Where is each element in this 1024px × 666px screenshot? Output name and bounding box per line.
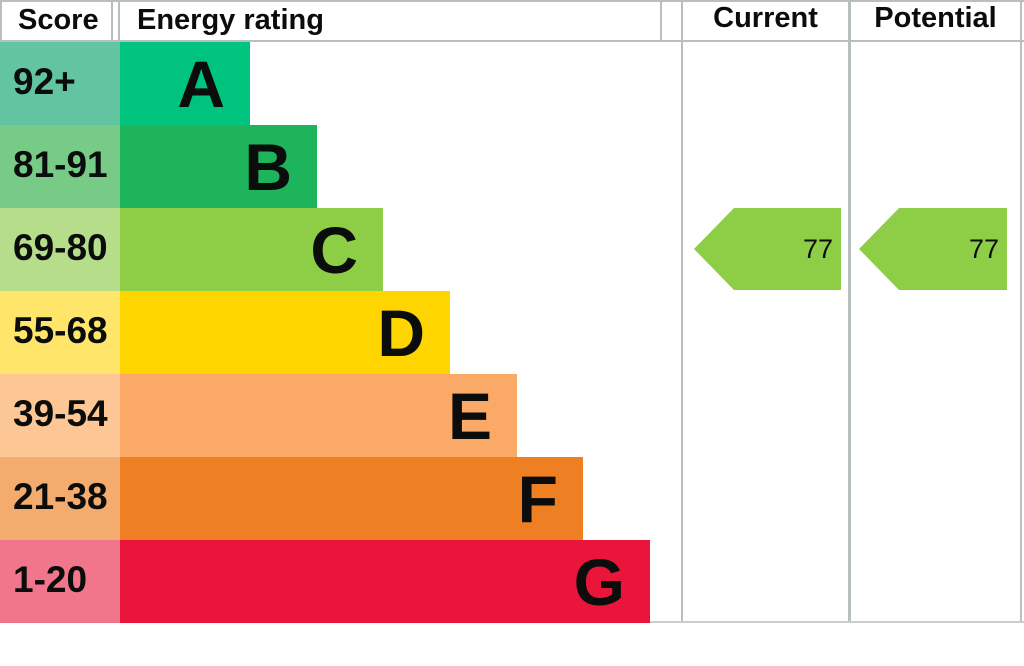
band-row-c: 69-80 C <box>0 208 682 291</box>
band-d-score-range: 55-68 <box>0 291 120 374</box>
band-g-score-range: 1-20 <box>0 540 120 623</box>
band-f-score-range: 21-38 <box>0 457 120 540</box>
current-column-header: Current <box>713 2 818 34</box>
current-rating-arrow: 77 <box>694 208 841 290</box>
potential-rating-value: 77 <box>968 234 999 264</box>
band-g-bar: G <box>120 540 650 623</box>
current-column <box>681 0 850 623</box>
band-b-score-range: 81-91 <box>0 125 120 208</box>
band-row-d: 55-68 D <box>0 291 682 374</box>
potential-column <box>849 0 1022 623</box>
band-row-a: 92+ A <box>0 42 682 125</box>
potential-rating-arrow: 77 <box>859 208 1007 290</box>
band-c-score-range: 69-80 <box>0 208 120 291</box>
potential-column-header: Potential <box>874 2 997 34</box>
band-a-bar: A <box>120 42 250 125</box>
score-column-header: Score <box>0 0 113 42</box>
left-arrow-icon <box>859 208 1007 290</box>
band-row-b: 81-91 B <box>0 125 682 208</box>
band-e-score-range: 39-54 <box>0 374 120 457</box>
band-row-f: 21-38 F <box>0 457 682 540</box>
energy-rating-column-header: Energy rating <box>118 0 662 42</box>
band-b-bar: B <box>120 125 317 208</box>
band-e-bar: E <box>120 374 517 457</box>
left-arrow-icon <box>694 208 841 290</box>
band-c-bar: C <box>120 208 383 291</box>
current-rating-value: 77 <box>802 234 833 264</box>
band-row-e: 39-54 E <box>0 374 682 457</box>
band-row-g: 1-20 G <box>0 540 682 623</box>
band-a-score-range: 92+ <box>0 42 120 125</box>
band-d-bar: D <box>120 291 450 374</box>
band-f-bar: F <box>120 457 583 540</box>
